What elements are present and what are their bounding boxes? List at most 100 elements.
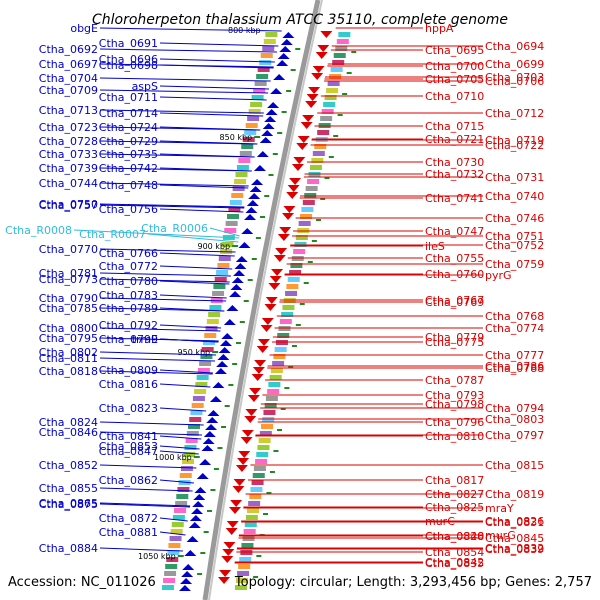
reverse-gene-label: mraY	[485, 502, 514, 515]
forward-gene-leader	[159, 153, 255, 158]
cog-block	[265, 32, 278, 37]
cog-block	[253, 466, 266, 471]
forward-gene-leader	[99, 502, 191, 507]
forward-gene-label: trmE	[132, 333, 158, 346]
reverse-gene-arrow	[297, 136, 310, 143]
forward-gene-label: Ctha_0875	[39, 498, 98, 511]
reverse-gene-label: Ctha_0759	[485, 258, 544, 271]
cog-block	[234, 585, 247, 590]
cog-block	[244, 130, 257, 135]
reverse-gene-arrow	[247, 395, 260, 402]
gc-marker	[284, 387, 290, 389]
reverse-gene-arrow	[252, 367, 265, 374]
forward-gene-arrow	[209, 396, 222, 402]
cog-block	[190, 410, 203, 415]
cog-block	[171, 522, 184, 527]
forward-gene-arrow	[223, 319, 236, 325]
reverse-gene-arrow	[300, 122, 313, 129]
cog-block	[268, 382, 281, 387]
forward-gene-leader	[99, 27, 282, 32]
forward-gene-arrow	[178, 585, 191, 591]
reverse-gene-arrow	[260, 325, 273, 332]
forward-gene-label: Ctha_0816	[99, 378, 158, 391]
forward-gene-leader	[99, 182, 249, 187]
forward-gene-label: Ctha_0744	[39, 177, 98, 190]
forward-gene-leader	[159, 126, 261, 131]
forward-gene-label: Ctha_0704	[39, 72, 98, 85]
cog-block	[301, 207, 314, 212]
cog-block	[293, 249, 306, 254]
forward-gene-leader	[99, 327, 221, 332]
gc-marker	[307, 261, 313, 263]
cog-block	[176, 494, 189, 499]
reverse-gene-arrow	[305, 101, 318, 108]
forward-gene-leader	[99, 272, 231, 277]
gc-marker	[295, 48, 301, 50]
forward-gene-arrow	[245, 207, 258, 213]
forward-gene-label: Ctha_0748	[99, 179, 158, 192]
forward-gene-arrow	[218, 347, 231, 353]
forward-gene-arrow	[196, 473, 209, 479]
cog-block	[264, 403, 277, 408]
reverse-gene-label: Ctha_0828	[425, 530, 484, 543]
gc-marker	[288, 366, 294, 368]
reverse-gene-arrow	[277, 234, 290, 241]
forward-gene-arrow	[265, 109, 278, 115]
forward-gene-arrow	[276, 60, 289, 66]
cog-block	[265, 396, 278, 401]
reverse-gene-arrow	[269, 276, 282, 283]
cog-block	[228, 207, 241, 212]
cog-block	[192, 396, 205, 401]
scale-tick-label: 850 kbp	[220, 133, 253, 142]
reverse-gene-arrow	[219, 570, 232, 577]
forward-gene-arrow	[212, 382, 225, 388]
forward-gene-leader	[99, 431, 203, 436]
cog-block	[285, 291, 298, 296]
cog-block	[326, 88, 339, 93]
cog-block	[290, 263, 303, 268]
forward-gene-leader	[99, 204, 245, 209]
reverse-gene-label: Ctha_0732	[425, 168, 484, 181]
cog-block	[307, 179, 320, 184]
gc-marker	[247, 279, 253, 281]
cog-block	[169, 536, 182, 541]
reverse-gene-label: Ctha_0699	[485, 58, 544, 71]
cog-block	[195, 382, 208, 387]
scale-tick-label: 950 kbp	[178, 348, 211, 357]
forward-gene-label: Ctha_0811	[39, 352, 98, 365]
reverse-gene-arrow	[286, 192, 299, 199]
cog-block	[270, 368, 283, 373]
reverse-gene-arrow	[222, 549, 235, 556]
cog-block	[277, 333, 290, 338]
cog-block	[258, 438, 271, 443]
gc-marker	[210, 489, 216, 491]
cog-block	[201, 347, 214, 352]
cog-block	[273, 354, 286, 359]
rna-gene-leader	[147, 233, 239, 243]
scale-tick-label: 1000 kbp	[154, 453, 192, 462]
gc-marker	[266, 492, 272, 494]
rna-gene-label: Ctha_R0006	[141, 222, 208, 235]
forward-gene-label: Ctha_0691	[99, 37, 158, 50]
forward-gene-label: Ctha_0713	[39, 104, 98, 117]
reverse-gene-arrow	[237, 458, 250, 465]
forward-gene-arrow	[189, 515, 202, 521]
forward-gene-arrow	[203, 431, 216, 437]
reverse-gene-arrow	[265, 297, 278, 304]
gc-marker	[273, 450, 279, 452]
reverse-gene-label: hppA	[425, 22, 454, 35]
cog-block	[256, 74, 269, 79]
reverse-gene-label: Ctha_0815	[485, 459, 544, 472]
forward-gene-label: Ctha_0696	[99, 53, 158, 66]
forward-gene-arrow	[261, 130, 274, 136]
cog-block	[259, 431, 272, 436]
reverse-gene-label: Ctha_0751	[485, 230, 544, 243]
cog-block	[167, 550, 180, 555]
rna-gene-label: Ctha_R0008	[5, 224, 72, 237]
forward-gene-leader	[99, 503, 191, 508]
reverse-gene-arrow	[226, 521, 239, 528]
gc-marker	[263, 513, 269, 515]
cog-block	[269, 375, 282, 380]
reverse-gene-label: Ctha_0715	[425, 120, 484, 133]
reverse-gene-label: Ctha_0730	[425, 156, 484, 169]
